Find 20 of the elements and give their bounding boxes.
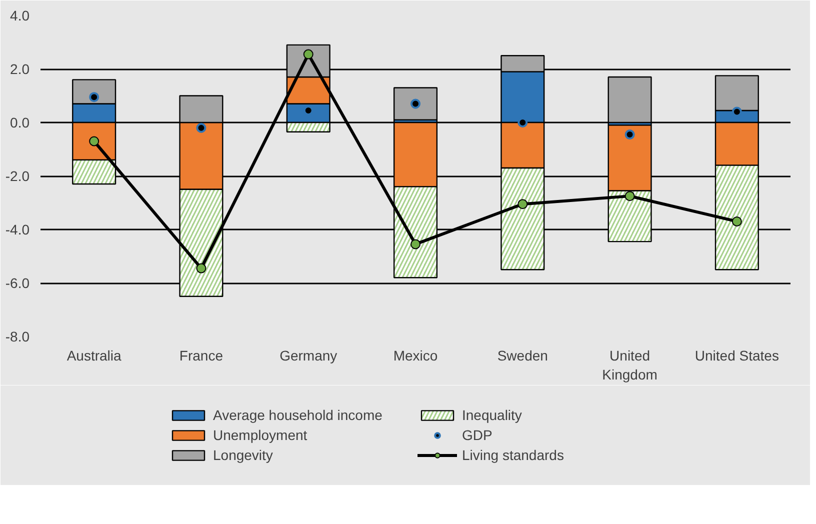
- legend-label: Inequality: [462, 407, 523, 423]
- x-tick-label: United Kingdom: [602, 348, 658, 383]
- legend-label: Unemployment: [213, 427, 308, 443]
- x-tick-label: Germany: [280, 348, 338, 364]
- x-tick-label: France: [179, 348, 224, 364]
- legend-label: GDP: [462, 427, 494, 443]
- legend-label: Longevity: [213, 447, 274, 463]
- legend-label: Living standards: [462, 447, 565, 463]
- y-tick-label: 2.0: [10, 61, 30, 77]
- x-tick-label: Mexico: [393, 348, 438, 364]
- x-tick-label: United States: [694, 348, 779, 364]
- y-tick-label: -6.0: [5, 275, 30, 291]
- x-tick-label: Australia: [66, 348, 122, 364]
- x-tick-label: Sweden: [497, 348, 548, 364]
- y-tick-label: -2.0: [5, 168, 30, 184]
- y-tick-label: -4.0: [5, 222, 30, 238]
- y-tick-label: -8.0: [5, 328, 30, 344]
- legend-label: Average household income: [213, 407, 384, 423]
- y-tick-label: 0.0: [10, 114, 30, 130]
- y-tick-label: 4.0: [10, 8, 30, 24]
